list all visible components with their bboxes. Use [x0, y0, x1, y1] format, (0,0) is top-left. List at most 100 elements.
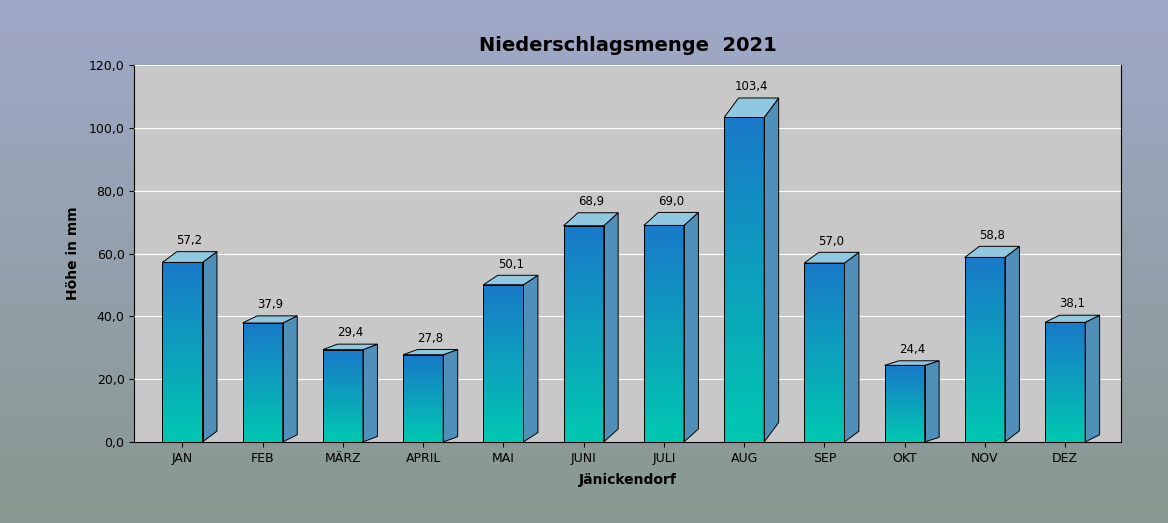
Bar [162, 289, 202, 292]
Bar [564, 285, 604, 288]
Bar [805, 299, 844, 301]
Bar [322, 436, 363, 437]
Bar [1045, 357, 1085, 358]
Bar [965, 329, 1004, 331]
Bar [1045, 437, 1085, 439]
Bar [322, 425, 363, 426]
Bar [884, 434, 925, 435]
Bar [484, 287, 523, 289]
Bar [1045, 348, 1085, 349]
Bar [884, 431, 925, 433]
Bar [243, 381, 283, 382]
Bar [162, 377, 202, 379]
Bar [322, 434, 363, 435]
Bar [564, 245, 604, 247]
Bar [484, 346, 523, 348]
Bar [484, 326, 523, 328]
Bar [1045, 322, 1085, 442]
Bar [805, 268, 844, 270]
Bar [403, 427, 443, 428]
Bar [243, 353, 283, 354]
Bar [965, 301, 1004, 303]
Bar [403, 381, 443, 382]
Bar [805, 424, 844, 426]
Bar [644, 282, 684, 285]
Bar [965, 359, 1004, 361]
Bar [243, 384, 283, 385]
Bar [805, 317, 844, 319]
Bar [403, 402, 443, 403]
Bar [403, 382, 443, 383]
Bar [644, 253, 684, 255]
Bar [884, 427, 925, 428]
Bar [884, 411, 925, 412]
Bar [724, 259, 764, 264]
Bar [162, 379, 202, 381]
Bar [884, 366, 925, 367]
Bar [403, 439, 443, 440]
Bar [243, 408, 283, 409]
Bar [805, 406, 844, 408]
Bar [564, 301, 604, 304]
Bar [564, 353, 604, 356]
Bar [644, 301, 684, 304]
Bar [484, 332, 523, 334]
Bar [965, 396, 1004, 398]
Bar [1045, 436, 1085, 437]
Bar [564, 291, 604, 293]
Bar [162, 301, 202, 303]
Bar [884, 419, 925, 420]
Bar [403, 394, 443, 395]
Bar [805, 440, 844, 442]
Bar [805, 428, 844, 431]
Bar [403, 384, 443, 385]
Bar [322, 388, 363, 389]
Bar [965, 382, 1004, 384]
Bar [243, 369, 283, 371]
Bar [884, 418, 925, 419]
Bar [564, 234, 604, 236]
Bar [403, 388, 443, 389]
Bar [884, 426, 925, 427]
Bar [724, 223, 764, 227]
Bar [1045, 358, 1085, 360]
Bar [403, 365, 443, 366]
Bar [564, 293, 604, 296]
Bar [322, 384, 363, 385]
Bar [564, 396, 604, 399]
Bar [724, 308, 764, 312]
Bar [724, 300, 764, 304]
Bar [805, 437, 844, 440]
Bar [1045, 349, 1085, 351]
Bar [884, 422, 925, 423]
Bar [564, 315, 604, 317]
Bar [1045, 372, 1085, 373]
Bar [1045, 337, 1085, 339]
Bar [805, 333, 844, 335]
Bar [724, 154, 764, 158]
Text: 103,4: 103,4 [735, 81, 769, 93]
Bar [403, 404, 443, 405]
Bar [484, 369, 523, 371]
Bar [162, 352, 202, 355]
Polygon shape [243, 316, 297, 323]
Bar [322, 353, 363, 354]
Bar [403, 355, 443, 356]
Bar [243, 372, 283, 373]
Bar [1045, 427, 1085, 428]
Bar [965, 375, 1004, 378]
Bar [724, 276, 764, 280]
Bar [724, 174, 764, 178]
Bar [403, 415, 443, 416]
Bar [884, 394, 925, 395]
Bar [243, 326, 283, 327]
Bar [564, 312, 604, 315]
Bar [162, 329, 202, 332]
Bar [644, 263, 684, 266]
Bar [644, 396, 684, 399]
Bar [805, 366, 844, 368]
Bar [403, 399, 443, 400]
Bar [403, 411, 443, 412]
Bar [805, 413, 844, 415]
Bar [322, 370, 363, 371]
